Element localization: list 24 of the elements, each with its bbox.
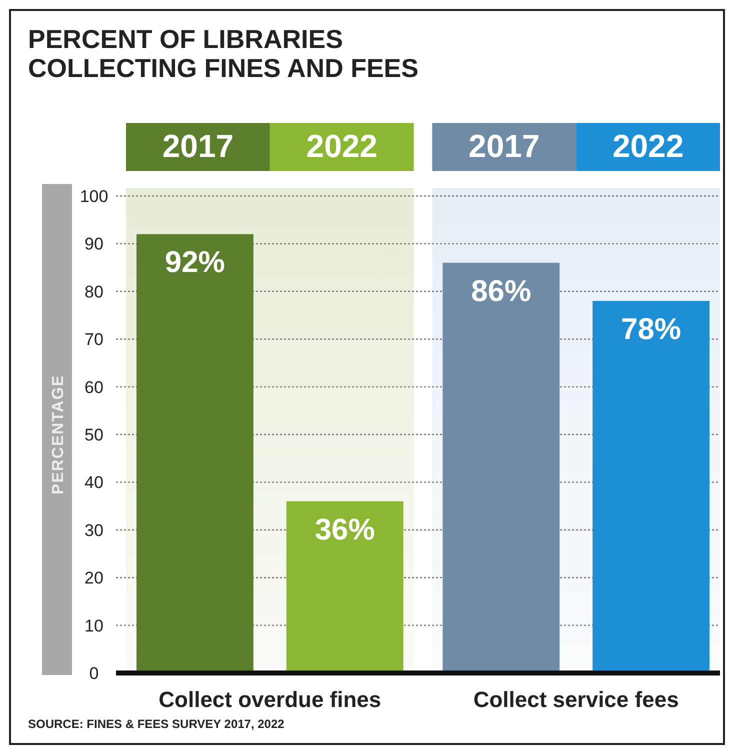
- source-note: SOURCE: FINES & FEES SURVEY 2017, 2022: [28, 717, 285, 731]
- y-tick-label: 50: [84, 425, 104, 444]
- chart-title: PERCENT OF LIBRARIES COLLECTING FINES AND FEES: [28, 24, 418, 83]
- data-label: 36%: [314, 513, 375, 546]
- x-tick-label: Collect service fees: [473, 687, 679, 712]
- y-tick-label: 20: [84, 568, 104, 588]
- y-tick-label: 70: [84, 330, 104, 350]
- y-tick-label: 30: [84, 520, 104, 540]
- data-label: 78%: [621, 312, 682, 346]
- y-tick-label: 90: [84, 234, 104, 254]
- x-tick-label: Collect overdue fines: [158, 687, 382, 712]
- y-tick-label: 100: [80, 186, 108, 206]
- y-tick-label: 60: [84, 378, 104, 397]
- y-tick-label: 80: [84, 282, 104, 302]
- y-tick-label: 0: [89, 664, 99, 683]
- legend-label: 2022: [306, 128, 378, 164]
- y-tick-label: 10: [84, 616, 104, 636]
- legend-label: 2017: [162, 128, 234, 164]
- legend-label: 2022: [612, 128, 684, 164]
- y-axis-title: PERCENTAGE: [50, 374, 67, 494]
- data-label: 86%: [471, 274, 532, 308]
- legend-label: 2017: [468, 128, 540, 164]
- y-tick-label: 40: [84, 473, 104, 492]
- data-label: 92%: [164, 246, 225, 280]
